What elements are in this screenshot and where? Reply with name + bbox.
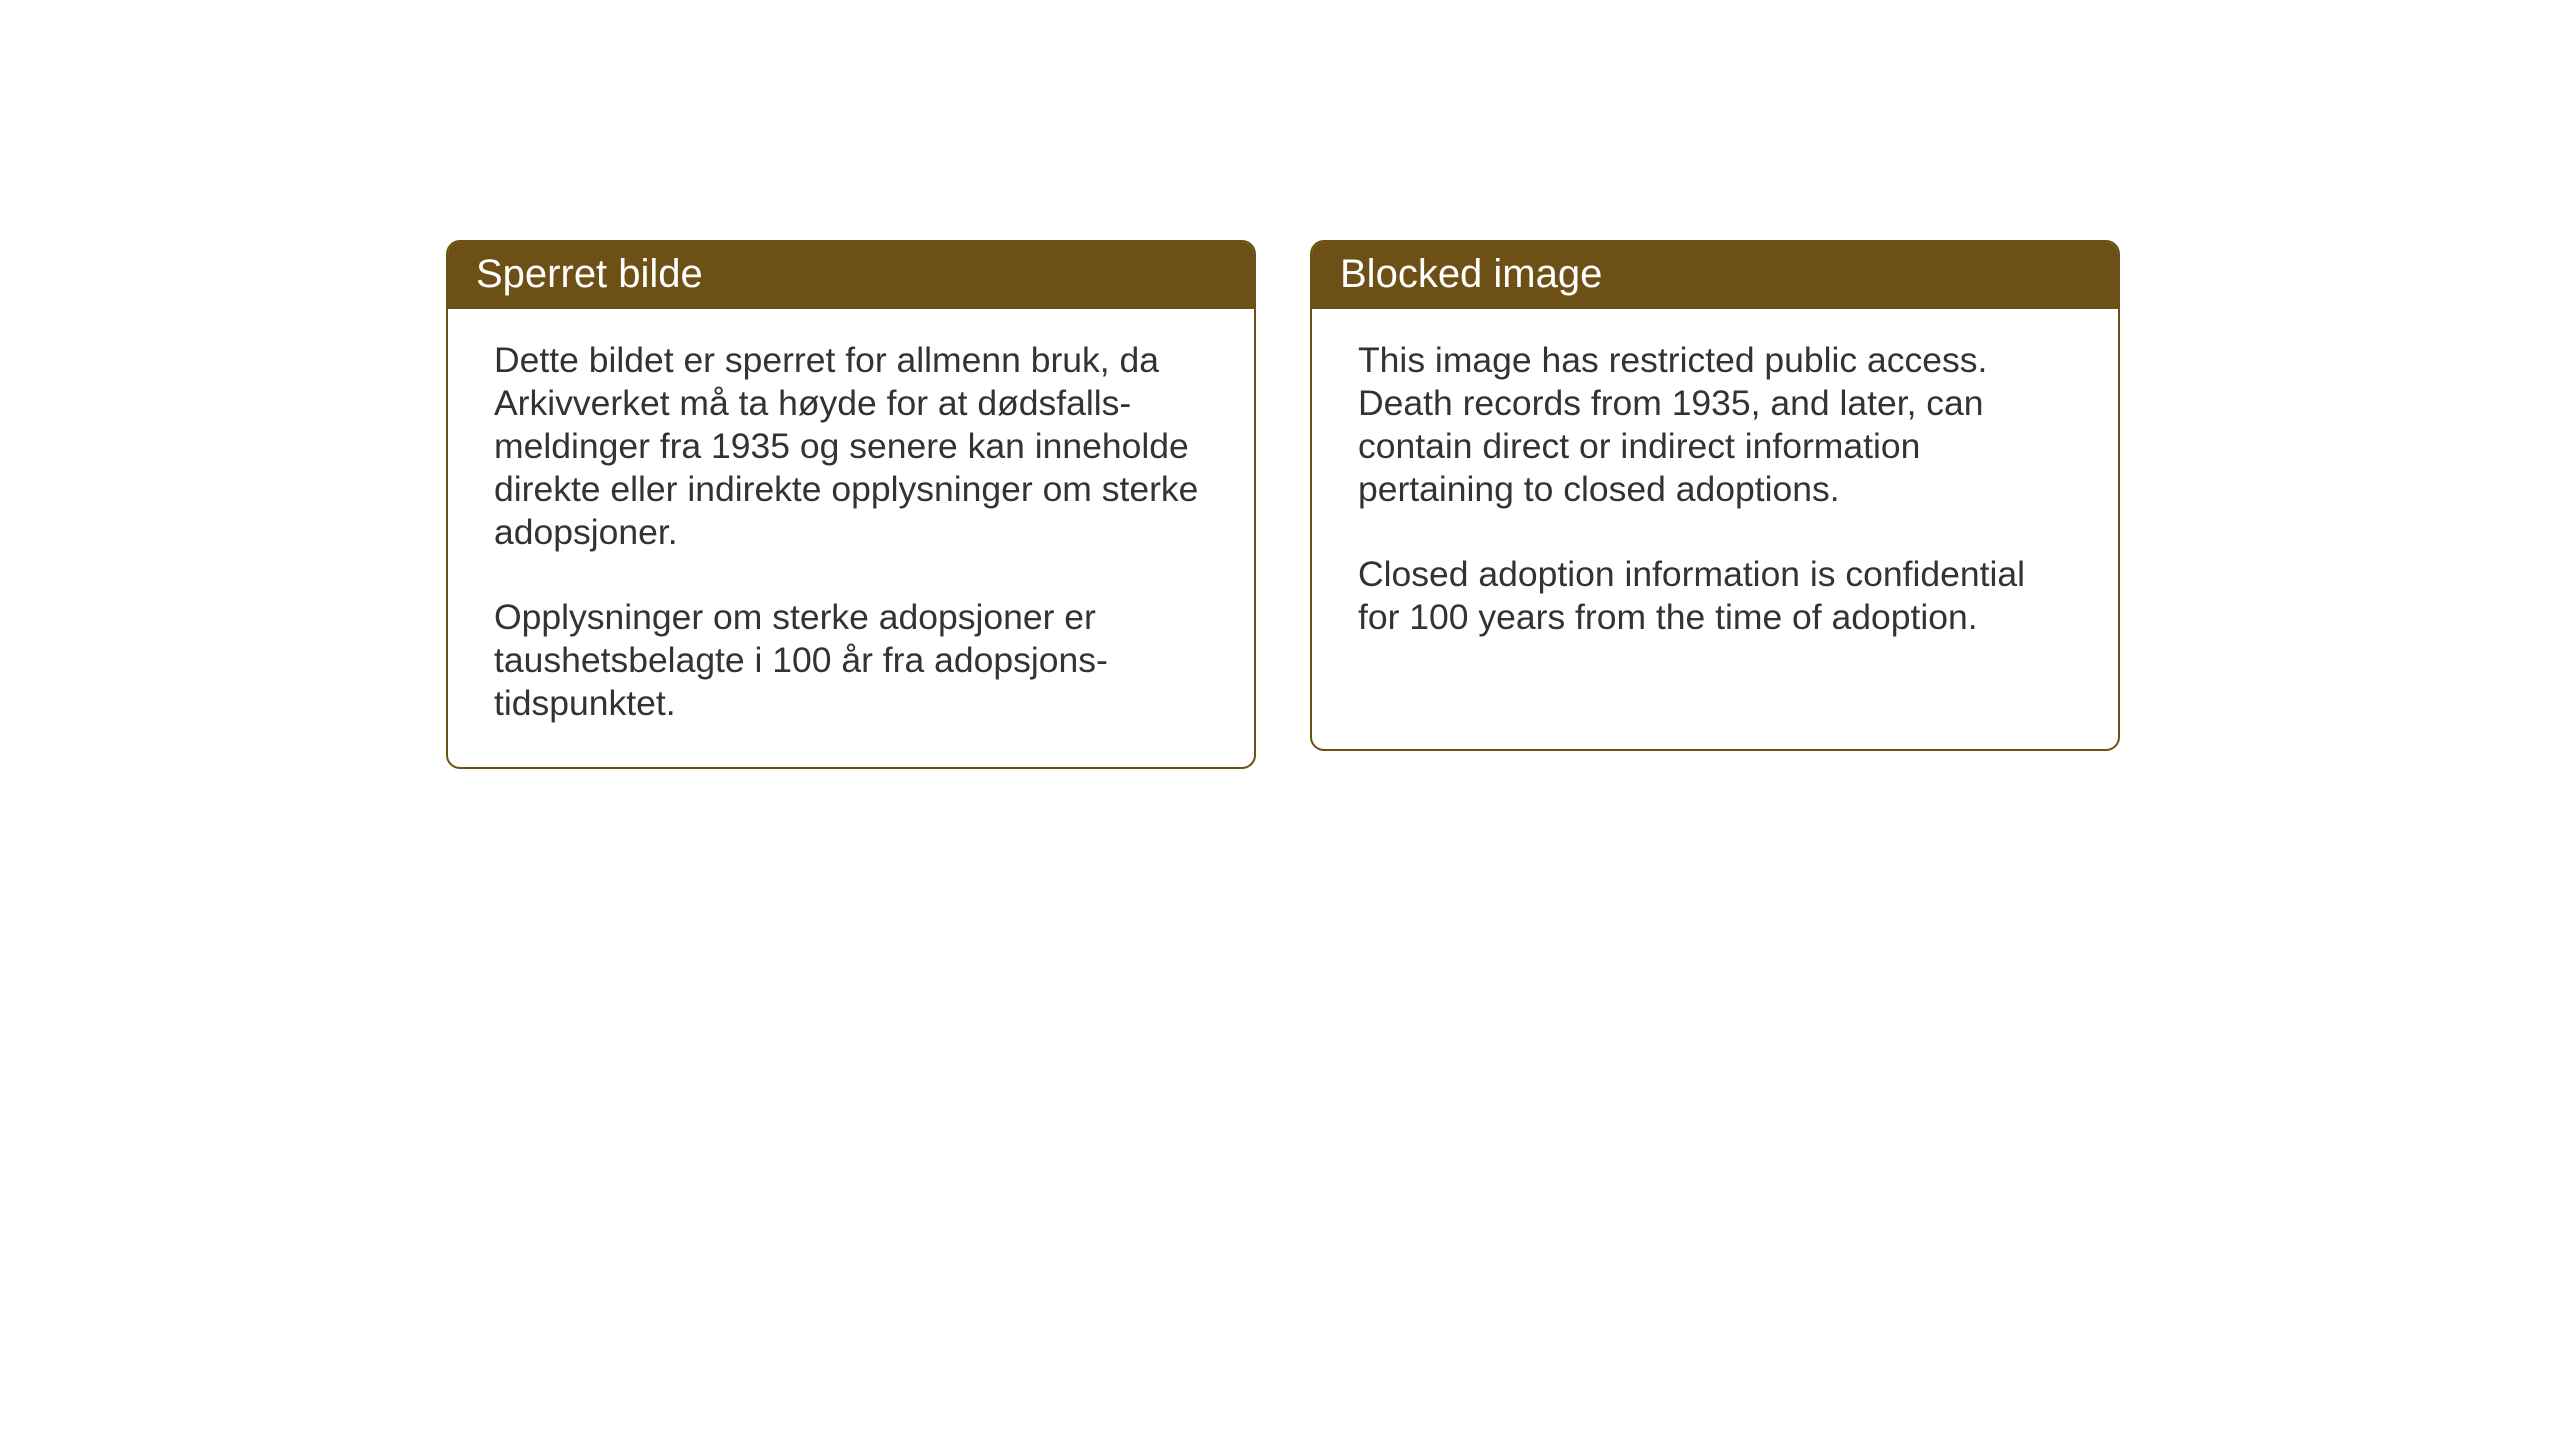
notice-header-norwegian: Sperret bilde — [448, 242, 1254, 309]
notice-box-english: Blocked image This image has restricted … — [1310, 240, 2120, 751]
notice-header-english: Blocked image — [1312, 242, 2118, 309]
notice-paragraph: Closed adoption information is confident… — [1358, 553, 2076, 639]
notice-paragraph: Opplysninger om sterke adopsjoner er tau… — [494, 596, 1212, 725]
notice-body-english: This image has restricted public access.… — [1312, 309, 2118, 681]
notice-container: Sperret bilde Dette bildet er sperret fo… — [446, 240, 2120, 769]
notice-box-norwegian: Sperret bilde Dette bildet er sperret fo… — [446, 240, 1256, 769]
notice-paragraph: This image has restricted public access.… — [1358, 339, 2076, 511]
notice-body-norwegian: Dette bildet er sperret for allmenn bruk… — [448, 309, 1254, 767]
notice-paragraph: Dette bildet er sperret for allmenn bruk… — [494, 339, 1212, 554]
